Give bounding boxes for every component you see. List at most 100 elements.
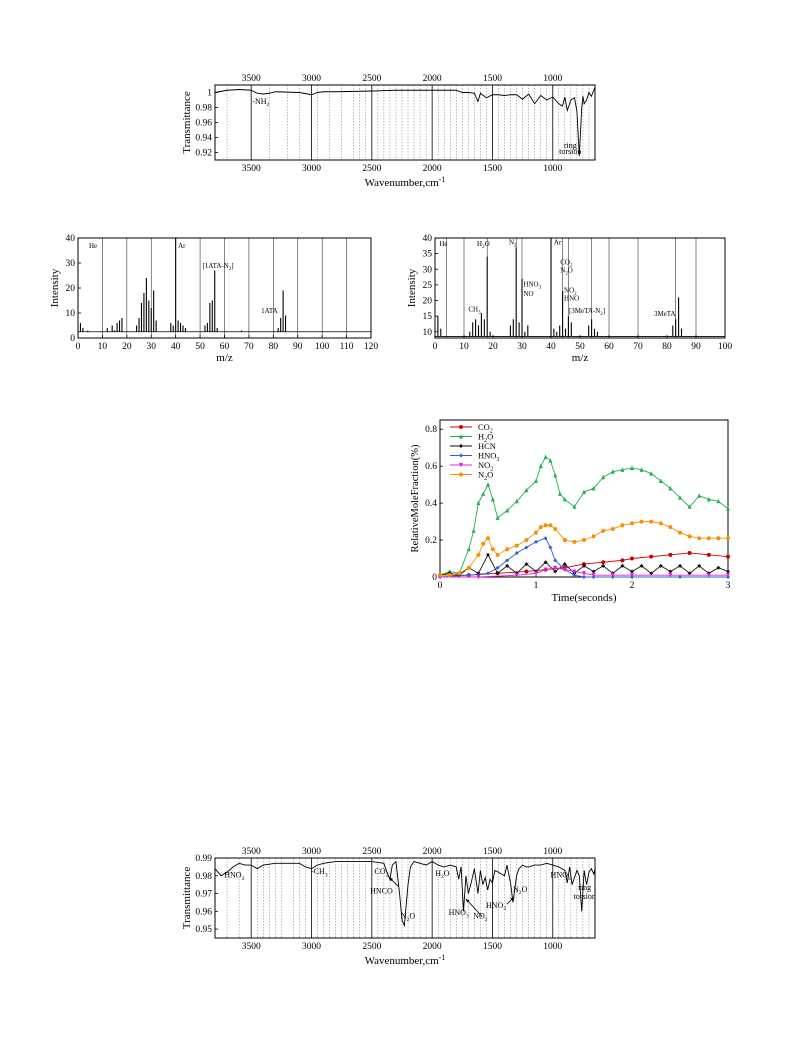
- data-point: [620, 467, 625, 472]
- ir-spectrum-top: 3500 3000 2500 2000 1500 1000 3500 3000 2500 2000…: [181, 70, 603, 195]
- data-point: [726, 573, 730, 578]
- peak-annotation: CO2: [375, 867, 389, 878]
- x-axis-label: Wavenumber,cm-1: [365, 953, 446, 967]
- x-tick-label: 40: [171, 342, 181, 352]
- y-tick-label: 35: [423, 250, 433, 260]
- x-tick-label: 60: [604, 342, 614, 352]
- data-point: [678, 563, 682, 568]
- x-tick-label: 3500: [242, 164, 261, 174]
- data-point: [538, 525, 543, 530]
- data-point: [553, 569, 558, 574]
- data-point: [620, 558, 625, 563]
- y-tick-label: 0.4: [425, 499, 437, 509]
- data-point: [495, 565, 500, 570]
- annotation-arrowhead: [510, 897, 515, 901]
- peak-annotation: N2O: [513, 885, 528, 896]
- data-point: [548, 545, 553, 550]
- data-point: [459, 453, 463, 458]
- top-tick-label: 2500: [362, 74, 381, 84]
- data-point: [538, 463, 543, 469]
- data-point: [687, 571, 692, 576]
- data-point: [582, 538, 586, 543]
- x-axis-label: m/z: [216, 352, 233, 364]
- y-tick-label: 0.96: [195, 907, 212, 917]
- top-tick-label: 2000: [423, 847, 442, 857]
- x-tick-label: 20: [122, 342, 132, 352]
- top-tick-label: 1500: [483, 847, 502, 857]
- x-tick-label: 80: [662, 342, 672, 352]
- data-point: [562, 496, 567, 502]
- data-point: [706, 552, 711, 557]
- y-tick-label: 0: [70, 334, 75, 344]
- mass-spectrum-right: 0 10 20 30 40 50 60 70 80 90 100 10 15 20 25 30 35 40 He H2…: [405, 230, 735, 365]
- data-point: [697, 536, 702, 541]
- data-point: [678, 495, 682, 500]
- data-point: [459, 463, 463, 468]
- peak-annotation: H2O: [477, 240, 490, 250]
- data-point: [543, 523, 548, 528]
- data-point: [457, 571, 462, 576]
- y-tick-label: 30: [66, 259, 76, 269]
- x-tick-label: 60: [220, 342, 230, 352]
- peak-annotation: -NH2: [252, 97, 269, 108]
- data-point: [524, 538, 529, 543]
- data-point: [524, 569, 529, 574]
- data-point: [678, 575, 682, 579]
- legend-label: N2O: [478, 470, 493, 483]
- data-point: [582, 575, 586, 579]
- peak-annotation: HNO3: [449, 908, 469, 919]
- top-tick-label: 3000: [302, 847, 321, 857]
- y-tick-label: 0.94: [195, 134, 212, 144]
- data-point: [476, 571, 481, 576]
- x-tick-label: 2: [630, 581, 635, 591]
- data-point: [591, 485, 596, 491]
- data-point: [706, 573, 711, 578]
- data-point: [543, 454, 548, 459]
- data-point: [668, 485, 673, 491]
- legend-label: HNO3: [478, 451, 499, 464]
- data-point: [459, 434, 463, 439]
- y-tick-label: 0.92: [195, 149, 212, 159]
- data-point: [459, 472, 463, 477]
- peak-annotation: HNO3: [523, 280, 541, 290]
- data-point: [543, 560, 548, 565]
- x-tick-label: 40: [546, 342, 556, 352]
- top-tick-label: 1000: [543, 74, 562, 84]
- y-tick-label: 20: [66, 284, 76, 294]
- x-tick-label: 120: [364, 342, 379, 352]
- x-tick-label: 70: [633, 342, 643, 352]
- data-point: [620, 523, 625, 528]
- data-point: [476, 500, 481, 506]
- data-point: [649, 571, 654, 576]
- peak-annotation: HNCO: [370, 887, 393, 896]
- data-point: [514, 498, 519, 504]
- data-point: [505, 508, 510, 513]
- data-point: [706, 496, 711, 502]
- data-point: [668, 569, 673, 574]
- data-point: [687, 534, 692, 539]
- x-tick-label: 50: [575, 342, 585, 352]
- y-tick-label: 0.97: [195, 890, 212, 900]
- data-point: [562, 538, 567, 543]
- y-tick-label: 0.2: [425, 536, 437, 546]
- legend-label: NO2: [478, 460, 493, 473]
- data-point: [553, 526, 558, 531]
- top-tick-label: 1500: [483, 74, 502, 84]
- x-tick-label: 50: [195, 342, 205, 352]
- ir-spectrum-bottom: 3500 3000 2500 2000 1500 1000 3500 3000 2500 2000…: [181, 843, 603, 973]
- top-tick-label: 3000: [302, 74, 321, 84]
- data-point: [630, 556, 634, 561]
- peak-annotation: [1ATA-N2]: [203, 262, 234, 272]
- peak-annotation: N2: [509, 238, 517, 248]
- y-tick-label: 30: [423, 265, 433, 275]
- data-point: [620, 563, 625, 568]
- peak-annotation: [3MeTA-N2]: [569, 307, 605, 317]
- y-tick-label: 0.95: [195, 925, 212, 935]
- data-point: [466, 573, 471, 578]
- data-point: [466, 565, 471, 570]
- data-point: [687, 504, 692, 509]
- peak-annotation: NO: [523, 290, 533, 298]
- data-point: [658, 478, 663, 483]
- data-point: [514, 543, 519, 548]
